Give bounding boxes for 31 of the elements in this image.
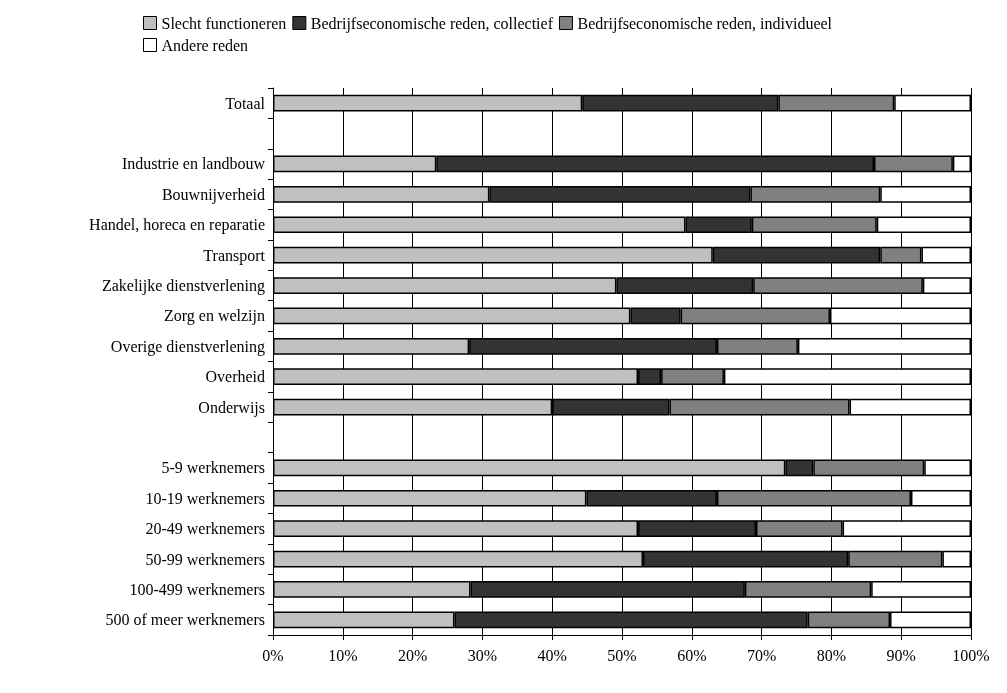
y-tick-label: Overheid [205, 368, 265, 386]
y-tick-label: Zorg en welzijn [163, 307, 265, 326]
legend-label: Bedrijfseconomische reden, collectief [310, 14, 554, 33]
x-tick-label: 100% [952, 646, 990, 664]
x-tick-label: 50% [607, 646, 637, 664]
x-tick-label: 30% [467, 646, 498, 664]
y-tick-label: 5-9 werknemers [161, 459, 265, 477]
x-tick-label: 40% [537, 646, 567, 664]
y-tick-label: 10-19 werknemers [145, 489, 265, 507]
x-tick-label: 60% [677, 646, 707, 664]
y-tick-label: 100-499 werknemers [129, 580, 265, 598]
x-tick-label: 80% [816, 646, 847, 664]
y-tick-label: Totaal [225, 94, 266, 112]
y-tick-label: 500 of meer werknemers [105, 611, 265, 629]
y-tick-label: 50-99 werknemers [145, 550, 265, 568]
y-tick-label: Zakelijke dienstverlening [101, 277, 265, 296]
legend-label: Bedrijfseconomische reden, individueel [577, 14, 833, 33]
y-tick-label: Overige dienstverlening [110, 337, 265, 356]
x-tick-label: 0% [262, 646, 284, 664]
y-tick-label: Handel, horeca en reparatie [89, 216, 265, 235]
y-tick-label: Industrie en landbouw [121, 155, 266, 173]
x-tick-label: 20% [397, 646, 428, 664]
legend-label: Andere reden [161, 36, 249, 54]
y-tick-label: 20-49 werknemers [145, 520, 265, 538]
y-tick-label: Onderwijs [198, 398, 265, 417]
x-tick-label: 70% [746, 646, 777, 664]
x-tick-label: 10% [328, 646, 358, 664]
legend-label: Slecht functioneren [161, 14, 287, 32]
x-tick-label: 90% [886, 646, 916, 664]
y-tick-label: Transport [203, 246, 266, 265]
y-tick-label: Bouwnijverheid [161, 185, 265, 204]
